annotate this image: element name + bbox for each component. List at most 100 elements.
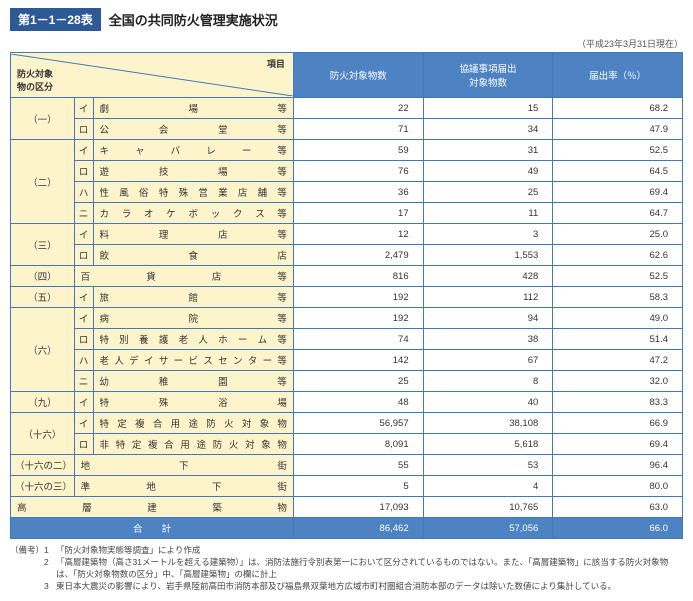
num-cell: 38,108 — [423, 413, 553, 434]
num-cell: 51.4 — [553, 329, 683, 350]
sub-label: ニ — [74, 371, 93, 392]
row-name: 地 下 街 — [74, 455, 293, 476]
notes-label — [10, 581, 44, 593]
num-cell: 69.4 — [553, 434, 683, 455]
row-name: 劇 場 等 — [93, 98, 293, 119]
row-name: 特 殊 浴 場 — [93, 392, 293, 413]
num-cell: 25 — [293, 371, 423, 392]
row-name: 性 風 俗 特 殊 営 業 店 舗 等 — [93, 182, 293, 203]
sub-label: ロ — [74, 329, 93, 350]
num-cell: 112 — [423, 287, 553, 308]
num-cell: 69.4 — [553, 182, 683, 203]
num-cell: 63.0 — [553, 497, 683, 518]
row-name: 公 会 堂 等 — [93, 119, 293, 140]
col-header-rate: 届出率（％） — [553, 53, 683, 98]
high-rise-label: 高 層 建 築 物 — [11, 497, 294, 518]
num-cell: 17,093 — [293, 497, 423, 518]
row-name: 病 院 等 — [93, 308, 293, 329]
num-cell: 40 — [423, 392, 553, 413]
num-cell: 32.0 — [553, 371, 683, 392]
num-cell: 64.7 — [553, 203, 683, 224]
num-cell: 25 — [423, 182, 553, 203]
category-cell: （十六） — [11, 413, 75, 455]
note-text: 東日本大震災の影響により、岩手県陸前高田市消防本部及び福島県双葉地方広域市町村圏… — [56, 581, 683, 593]
row-name: 飲 食 店 — [93, 245, 293, 266]
sub-label: イ — [74, 140, 93, 161]
row-name: 旅 館 等 — [93, 287, 293, 308]
num-cell: 71 — [293, 119, 423, 140]
num-cell: 192 — [293, 308, 423, 329]
category-cell: （五） — [11, 287, 75, 308]
num-cell: 52.5 — [553, 266, 683, 287]
num-cell: 62.6 — [553, 245, 683, 266]
sub-label: ロ — [74, 434, 93, 455]
num-cell: 66.9 — [553, 413, 683, 434]
num-cell: 8 — [423, 371, 553, 392]
category-cell: （九） — [11, 392, 75, 413]
category-cell: （二） — [11, 140, 75, 224]
category-cell: （十六の三） — [11, 476, 75, 497]
as-of-date: （平成23年3月31日現在） — [10, 37, 683, 50]
table-title: 全国の共同防火管理実施状況 — [109, 10, 278, 29]
total-label: 合 計 — [11, 518, 294, 539]
num-cell: 10,765 — [423, 497, 553, 518]
num-cell: 428 — [423, 266, 553, 287]
num-cell: 67 — [423, 350, 553, 371]
num-cell: 5 — [293, 476, 423, 497]
sub-label: ロ — [74, 161, 93, 182]
note-text: 「防火対象物実態等調査」により作成 — [56, 545, 683, 557]
row-name: 老 人 デ イ サ ー ビ ス セ ン タ ー 等 — [93, 350, 293, 371]
num-cell: 4 — [423, 476, 553, 497]
num-cell: 59 — [293, 140, 423, 161]
num-cell: 48 — [293, 392, 423, 413]
header-category-label: 防火対象 物の区分 — [17, 67, 53, 93]
sub-label: ロ — [74, 245, 93, 266]
num-cell: 25.0 — [553, 224, 683, 245]
num-cell: 38 — [423, 329, 553, 350]
num-cell: 47.9 — [553, 119, 683, 140]
category-cell: （一） — [11, 98, 75, 140]
num-cell: 83.3 — [553, 392, 683, 413]
row-name: 特 別 養 護 老 人 ホ ー ム 等 — [93, 329, 293, 350]
notes-label — [10, 557, 44, 581]
num-cell: 816 — [293, 266, 423, 287]
col-header-notified: 協議事項届出 対象物数 — [423, 53, 553, 98]
num-cell: 64.5 — [553, 161, 683, 182]
row-name: 幼 稚 園 等 — [93, 371, 293, 392]
total-value: 86,462 — [293, 518, 423, 539]
num-cell: 74 — [293, 329, 423, 350]
num-cell: 8,091 — [293, 434, 423, 455]
sub-label: イ — [74, 413, 93, 434]
num-cell: 5,618 — [423, 434, 553, 455]
num-cell: 80.0 — [553, 476, 683, 497]
num-cell: 142 — [293, 350, 423, 371]
category-cell: （四） — [11, 266, 75, 287]
table-number-badge: 第1－1－28表 — [10, 8, 101, 31]
num-cell: 3 — [423, 224, 553, 245]
total-value: 66.0 — [553, 518, 683, 539]
num-cell: 56,957 — [293, 413, 423, 434]
num-cell: 1,553 — [423, 245, 553, 266]
num-cell: 53 — [423, 455, 553, 476]
sub-label: イ — [74, 392, 93, 413]
total-value: 57,056 — [423, 518, 553, 539]
num-cell: 192 — [293, 287, 423, 308]
sub-label: ハ — [74, 182, 93, 203]
note-number: 3 — [44, 581, 56, 593]
note-number: 2 — [44, 557, 56, 581]
data-table: 項目 防火対象 物の区分 防火対象物数 協議事項届出 対象物数 届出率（％） （… — [10, 52, 683, 539]
num-cell: 22 — [293, 98, 423, 119]
sub-label: ニ — [74, 203, 93, 224]
num-cell: 76 — [293, 161, 423, 182]
row-name: カ ラ オ ケ ボ ッ ク ス 等 — [93, 203, 293, 224]
row-name: 特 定 複 合 用 途 防 火 対 象 物 — [93, 413, 293, 434]
sub-label: ハ — [74, 350, 93, 371]
num-cell: 34 — [423, 119, 553, 140]
num-cell: 52.5 — [553, 140, 683, 161]
num-cell: 36 — [293, 182, 423, 203]
note-number: 1 — [44, 545, 56, 557]
num-cell: 2,479 — [293, 245, 423, 266]
note-text: 「高層建築物（高さ31メートルを超える建築物）」は、消防法施行令別表第一において… — [56, 557, 683, 581]
header-items-label: 項目 — [267, 57, 285, 70]
num-cell: 94 — [423, 308, 553, 329]
